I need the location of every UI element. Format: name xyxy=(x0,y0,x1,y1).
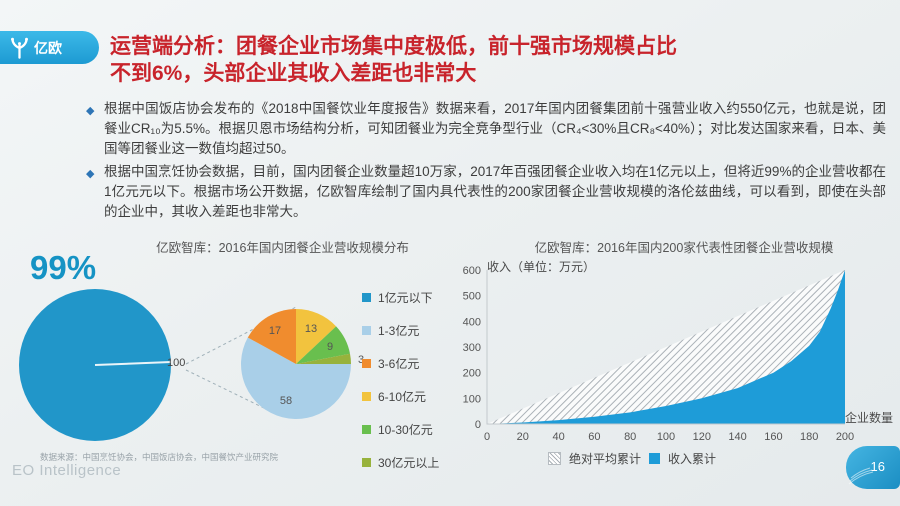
legend-label: 10-30亿元 xyxy=(378,422,433,437)
bullet-item-2: ◆ 根据中国烹饪协会数据，目前，国内团餐企业数量超10万家，2017年百强团餐企… xyxy=(86,162,886,222)
slice-10-30 xyxy=(296,326,350,364)
income-cumulative-area xyxy=(487,270,845,424)
legend-label: 6-10亿元 xyxy=(378,389,427,404)
y-tick-label: 400 xyxy=(463,316,481,328)
legend-label: 3-6亿元 xyxy=(378,356,420,371)
legend-item: 6-10亿元 xyxy=(362,389,439,404)
bullet-text-2: 根据中国烹饪协会数据，目前，国内团餐企业数量超10万家，2017年百强团餐企业收… xyxy=(104,164,886,219)
slice-1-3 xyxy=(241,337,351,419)
brand-watermark: EO Intelligence xyxy=(12,462,122,479)
pie-sliver-line xyxy=(94,361,172,366)
bullet-text-1: 根据中国饭店协会发布的《2018中国餐饮业年度报告》数据来看，2017年国内团餐… xyxy=(104,101,886,156)
pie-sliver-callout: 100 xyxy=(167,357,186,369)
legend-item: 30亿元以上 xyxy=(362,455,440,470)
x-tick-label: 100 xyxy=(657,431,675,443)
hatched-swatch xyxy=(548,452,561,465)
x-tick-label: 120 xyxy=(693,431,711,443)
x-axis-label: 企业数量 xyxy=(845,411,894,425)
legend-label: 1-3亿元 xyxy=(378,323,420,338)
x-tick-label: 0 xyxy=(484,431,490,443)
legend-swatch xyxy=(362,457,371,467)
slice-3-6 xyxy=(247,309,296,364)
legend-item: 10-30亿元 xyxy=(362,422,439,437)
pie-legend: 1亿元以下 1-3亿元 3-6亿元 6-10亿元 10-30亿元 30亿元以上 xyxy=(362,290,439,488)
x-tick-label: 40 xyxy=(552,431,564,443)
pie-slice-label: 9 xyxy=(327,341,333,353)
logo-label: 亿欧 xyxy=(34,39,62,56)
legend-swatch xyxy=(362,391,371,401)
legend-swatch xyxy=(362,358,371,368)
big-percentage-label: 99% xyxy=(30,249,97,286)
page-number: 16 xyxy=(870,459,885,474)
main-pie-chart xyxy=(19,289,172,441)
pie-slice-label: 3 xyxy=(358,354,364,366)
y-tick-label: 300 xyxy=(463,342,481,354)
x-tick-label: 80 xyxy=(624,431,636,443)
legend-label: 1亿元以下 xyxy=(378,290,433,305)
y-tick-label: 500 xyxy=(463,291,481,303)
x-tick-label: 60 xyxy=(588,431,600,443)
legend-label: 收入累计 xyxy=(668,452,717,466)
legend-item: 1-3亿元 xyxy=(362,323,439,338)
x-tick-label: 140 xyxy=(728,431,746,443)
legend-item: 3-6亿元 xyxy=(362,356,439,371)
y-tick-label: 200 xyxy=(463,368,481,380)
legend-item: 1亿元以下 xyxy=(362,290,439,305)
diamond-bullet-icon: ◆ xyxy=(86,168,95,180)
diamond-bullet-icon: ◆ xyxy=(86,105,95,117)
slide-title-line-2: 不到6%，头部企业其收入差距也非常大 xyxy=(110,62,477,85)
slide-title: 运营端分析：团餐企业市场集中度极低，前十强市场规模占比 不到6%，头部企业其收入… xyxy=(110,33,830,87)
y-tick-label: 0 xyxy=(475,419,481,431)
legend-swatch xyxy=(362,325,371,335)
legend-swatch xyxy=(362,292,371,302)
lorenz-area-chart: 600 500 400 300 200 100 0 0 20 40 60 80 … xyxy=(463,265,855,443)
eo-tree-icon xyxy=(11,37,28,59)
legend-label: 30亿元以上 xyxy=(378,455,440,470)
area-chart-legend: 绝对平均累计 收入累计 xyxy=(548,450,716,467)
page-number-badge: 16 xyxy=(846,446,900,489)
slice-6-10 xyxy=(296,309,337,364)
slice-30plus xyxy=(296,353,351,364)
eo-logo: 亿欧 xyxy=(0,31,99,64)
axes xyxy=(486,270,845,425)
left-chart-title: 亿欧智库：2016年国内团餐企业营收规模分布 xyxy=(156,241,409,255)
pie-slice-label: 17 xyxy=(269,325,281,337)
blue-swatch xyxy=(649,453,661,464)
pie-slice-label: 13 xyxy=(305,323,317,335)
source-note: 数据来源：中国烹饪协会，中国饭店协会，中国餐饮产业研究院 xyxy=(40,452,279,462)
legend-label: 绝对平均累计 xyxy=(569,452,642,466)
x-tick-label: 200 xyxy=(836,431,854,443)
right-chart-title: 亿欧智库：2016年国内200家代表性团餐企业营收规模 xyxy=(534,241,834,255)
legend-swatch xyxy=(362,424,371,434)
bullet-item-1: ◆ 根据中国饭店协会发布的《2018中国餐饮业年度报告》数据来看，2017年国内… xyxy=(86,99,886,159)
x-tick-label: 20 xyxy=(517,431,529,443)
bullet-list: ◆ 根据中国饭店协会发布的《2018中国餐饮业年度报告》数据来看，2017年国内… xyxy=(86,99,886,225)
breakdown-pie-chart: 13 9 3 58 17 xyxy=(241,309,364,419)
slide-title-line-1: 运营端分析：团餐企业市场集中度极低，前十强市场规模占比 xyxy=(110,35,677,58)
y-tick-label: 600 xyxy=(463,265,481,277)
y-axis-label: 收入（单位：万元） xyxy=(487,260,596,274)
pie-slice-label: 58 xyxy=(280,395,292,407)
y-tick-label: 100 xyxy=(463,393,481,405)
x-tick-label: 180 xyxy=(800,431,818,443)
x-tick-label: 160 xyxy=(764,431,782,443)
swoosh-icon xyxy=(848,467,874,485)
